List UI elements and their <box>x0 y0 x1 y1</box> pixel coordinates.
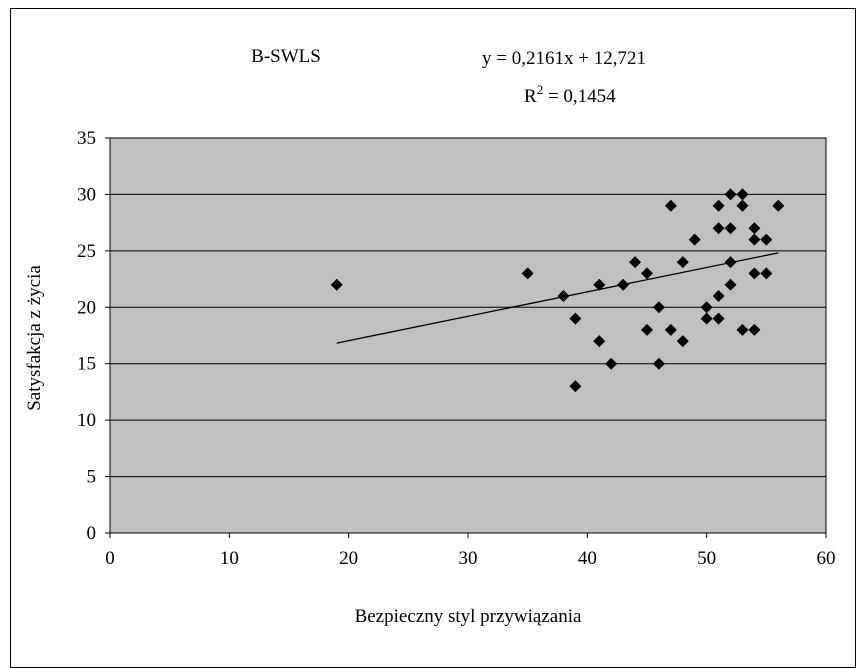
y-axis-label: Satysfakcja z życia <box>24 265 45 411</box>
r-squared-base: R <box>524 86 537 107</box>
x-tick-label: 60 <box>817 548 836 569</box>
data-point <box>736 323 749 336</box>
data-point <box>652 301 665 314</box>
data-point <box>330 278 343 291</box>
data-point <box>748 222 761 235</box>
y-tick-label: 0 <box>87 523 97 544</box>
y-tick-label: 20 <box>77 297 96 318</box>
r-squared-value: = 0,1454 <box>543 86 616 107</box>
data-point <box>605 357 618 370</box>
x-tick-label: 10 <box>220 548 239 569</box>
data-point <box>748 233 761 246</box>
y-tick-label: 10 <box>77 410 96 431</box>
data-point <box>760 233 773 246</box>
data-point <box>521 267 534 280</box>
y-tick-label: 5 <box>87 467 97 488</box>
data-point <box>736 188 749 201</box>
trendline <box>336 252 779 344</box>
data-point <box>760 267 773 280</box>
data-point <box>724 278 737 291</box>
x-tick-labels: 0 10 20 30 40 50 60 <box>105 548 835 569</box>
y-tick-label: 30 <box>77 184 96 205</box>
data-point <box>593 335 606 348</box>
data-point <box>688 233 701 246</box>
data-point <box>569 312 582 325</box>
data-point <box>700 301 713 314</box>
data-point <box>676 335 689 348</box>
data-point <box>557 290 570 302</box>
data-point <box>724 188 737 201</box>
axes <box>105 137 827 538</box>
x-tick-label: 20 <box>339 548 358 569</box>
data-point <box>641 267 653 280</box>
data-point <box>664 323 677 336</box>
data-point <box>748 323 761 336</box>
y-tick-label: 25 <box>77 241 96 262</box>
x-tick-label: 40 <box>578 548 597 569</box>
data-point <box>629 256 642 269</box>
data-point <box>593 278 606 291</box>
data-point <box>772 199 785 212</box>
data-point <box>569 380 582 393</box>
chart-title: B-SWLS <box>251 46 321 67</box>
y-tick-label: 15 <box>77 354 96 375</box>
plot-area <box>109 137 827 534</box>
data-point <box>724 222 737 235</box>
y-tick-label: 35 <box>77 128 96 149</box>
data-point <box>641 323 653 336</box>
x-tick-label: 0 <box>105 548 115 569</box>
data-point <box>724 256 737 269</box>
y-tick-labels: 0 5 10 15 20 25 30 35 <box>77 128 96 544</box>
regression-equation: y = 0,2161x + 12,721 <box>482 48 646 69</box>
data-point <box>748 267 761 280</box>
data-points <box>330 188 785 393</box>
data-point <box>617 278 630 291</box>
x-axis-label: Bezpieczny styl przywiązania <box>355 606 582 627</box>
data-point <box>712 312 725 325</box>
data-point <box>712 199 725 212</box>
x-tick-label: 50 <box>697 548 716 569</box>
data-point <box>736 199 749 212</box>
r-squared-exponent: 2 <box>537 82 544 97</box>
data-point <box>652 357 665 370</box>
data-point <box>700 312 713 325</box>
r-squared-label: R2 = 0,1454 <box>524 82 616 107</box>
x-tick-label: 30 <box>459 548 478 569</box>
data-point <box>712 290 725 302</box>
data-point <box>664 199 677 212</box>
data-point <box>712 222 725 235</box>
data-point <box>676 256 689 269</box>
scatter-chart: B-SWLS y = 0,2161x + 12,721 R2 = 0,1454 … <box>24 46 836 627</box>
